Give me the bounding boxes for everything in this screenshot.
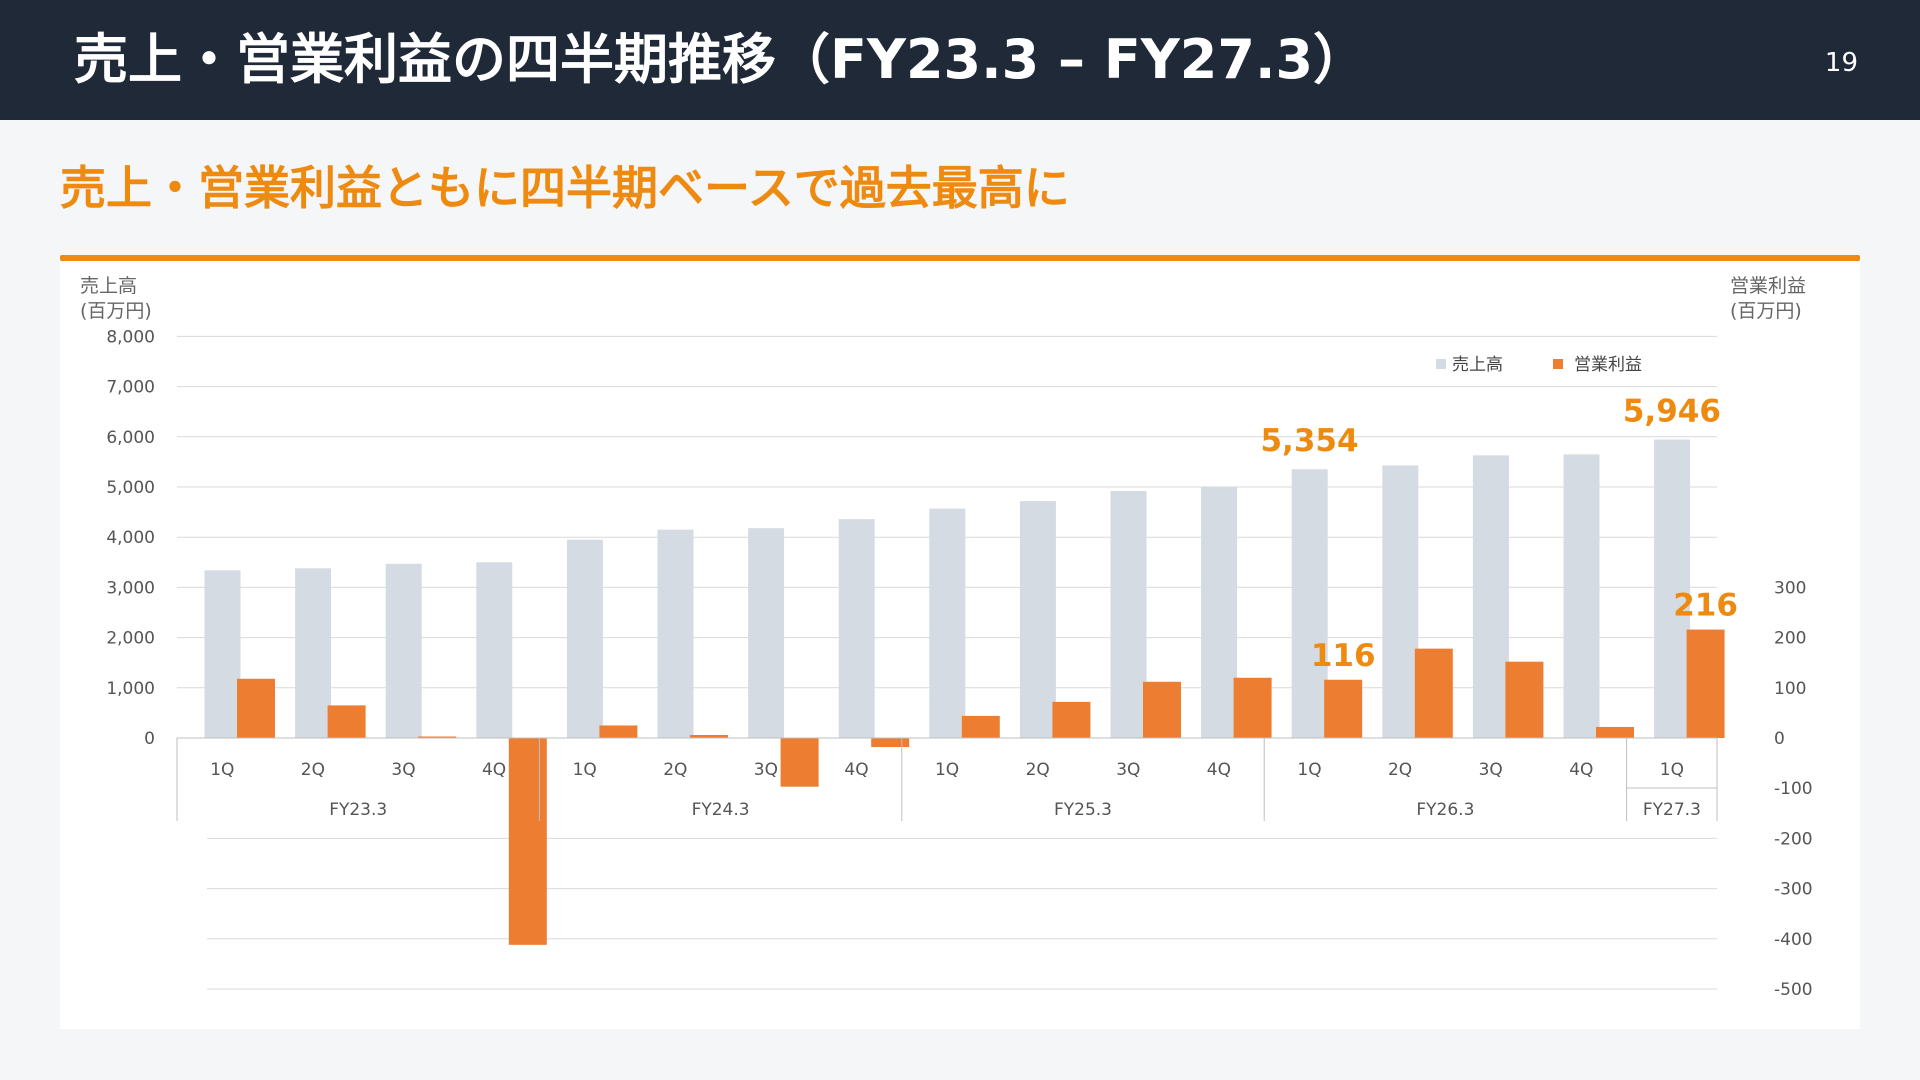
profit-bar bbox=[1414, 648, 1453, 738]
profit-bar bbox=[508, 738, 547, 945]
left-tick-label: 1,000 bbox=[106, 679, 155, 699]
left-axis-unit: (百万円) bbox=[80, 300, 152, 322]
fiscal-year-label: FY26.3 bbox=[1416, 800, 1474, 820]
left-tick-label: 0 bbox=[144, 729, 155, 749]
sales-bar bbox=[748, 528, 785, 738]
sales-bar bbox=[929, 508, 966, 738]
left-tick-label: 8,000 bbox=[106, 327, 155, 347]
right-tick-label: 300 bbox=[1774, 578, 1806, 598]
quarter-label: 4Q bbox=[1207, 760, 1231, 780]
left-tick-label: 7,000 bbox=[106, 378, 155, 398]
right-tick-label: 200 bbox=[1774, 629, 1806, 649]
data-callout: 116 bbox=[1311, 638, 1376, 674]
quarter-label: 1Q bbox=[210, 760, 234, 780]
quarter-label: 4Q bbox=[1569, 760, 1593, 780]
left-axis-title: 売上高 bbox=[80, 275, 137, 297]
header-bar: 売上・営業利益の四半期推移（FY23.3 – FY27.3） 19 bbox=[0, 0, 1920, 120]
profit-bar bbox=[1505, 661, 1544, 738]
legend-label-profit: 営業利益 bbox=[1574, 355, 1642, 375]
quarter-label: 4Q bbox=[844, 760, 868, 780]
quarter-label: 1Q bbox=[1660, 760, 1684, 780]
quarter-label: 1Q bbox=[935, 760, 959, 780]
left-tick-label: 6,000 bbox=[106, 428, 155, 448]
sales-bar bbox=[1563, 454, 1600, 738]
right-tick-label: -500 bbox=[1774, 980, 1813, 1000]
quarter-label: 1Q bbox=[573, 760, 597, 780]
sales-bar bbox=[476, 562, 513, 738]
quarter-label: 3Q bbox=[391, 760, 415, 780]
left-tick-label: 2,000 bbox=[106, 629, 155, 649]
sales-bar bbox=[1654, 439, 1691, 738]
quarter-label: 4Q bbox=[482, 760, 506, 780]
sales-bar bbox=[204, 570, 241, 738]
profit-bar bbox=[1052, 701, 1091, 738]
left-tick-label: 5,000 bbox=[106, 478, 155, 498]
quarter-label: 3Q bbox=[1479, 760, 1503, 780]
profit-bar bbox=[237, 678, 275, 738]
right-tick-label: 0 bbox=[1774, 729, 1785, 749]
left-tick-label: 3,000 bbox=[106, 578, 155, 598]
profit-bar bbox=[780, 738, 819, 787]
quarter-label: 2Q bbox=[301, 760, 325, 780]
legend-swatch-sales bbox=[1436, 359, 1446, 369]
profit-bar bbox=[599, 725, 638, 738]
legend-swatch-profit bbox=[1553, 359, 1563, 369]
quarter-label: 3Q bbox=[754, 760, 778, 780]
legend-label-sales: 売上高 bbox=[1452, 355, 1503, 375]
right-tick-label: -400 bbox=[1774, 930, 1813, 950]
right-tick-label: -300 bbox=[1774, 880, 1813, 900]
sales-bar bbox=[385, 563, 422, 738]
accent-divider bbox=[60, 255, 1860, 261]
fiscal-year-label: FY27.3 bbox=[1643, 800, 1701, 820]
profit-bar bbox=[961, 715, 1000, 738]
sales-bar bbox=[295, 568, 332, 738]
sales-bar bbox=[1291, 469, 1328, 738]
fiscal-year-label: FY23.3 bbox=[329, 800, 387, 820]
right-tick-label: -100 bbox=[1774, 779, 1813, 799]
quarter-label: 2Q bbox=[1388, 760, 1412, 780]
sales-bar bbox=[657, 529, 694, 738]
data-callout: 216 bbox=[1673, 588, 1738, 624]
quarter-label: 2Q bbox=[663, 760, 687, 780]
profit-bar bbox=[1143, 681, 1181, 738]
right-axis-unit: (百万円) bbox=[1730, 300, 1802, 322]
sales-bar bbox=[1382, 465, 1419, 738]
chart-panel: 8,000 7,000 6,000 5,000 4,000 3,000 2,000 1,000… bbox=[60, 261, 1860, 1029]
data-callout: 5,946 bbox=[1623, 394, 1721, 430]
data-callout: 5,354 bbox=[1260, 423, 1358, 459]
profit-bar bbox=[418, 736, 457, 738]
fiscal-year-label: FY24.3 bbox=[692, 800, 750, 820]
quarterly-sales-profit-chart: 8,000 7,000 6,000 5,000 4,000 3,000 2,000 1,000… bbox=[80, 275, 1813, 1000]
sales-bar bbox=[1110, 491, 1147, 738]
right-tick-label: 100 bbox=[1774, 679, 1806, 699]
profit-bar bbox=[690, 734, 728, 738]
slide-title: 売上・営業利益の四半期推移（FY23.3 – FY27.3） bbox=[74, 28, 1368, 91]
sales-bar bbox=[1019, 501, 1056, 738]
profit-bar bbox=[1686, 629, 1725, 738]
sales-bar bbox=[1472, 455, 1509, 738]
right-axis-title: 営業利益 bbox=[1730, 275, 1806, 297]
slide-subtitle: 売上・営業利益ともに四半期ベースで過去最高に bbox=[60, 161, 1070, 215]
profit-bar bbox=[1324, 679, 1363, 738]
sales-bar bbox=[566, 539, 603, 738]
quarter-label: 3Q bbox=[1116, 760, 1140, 780]
page-number: 19 bbox=[1824, 48, 1858, 78]
quarter-label: 1Q bbox=[1297, 760, 1321, 780]
profit-bar bbox=[1233, 677, 1272, 738]
fiscal-year-label: FY25.3 bbox=[1054, 800, 1112, 820]
quarter-label: 2Q bbox=[1026, 760, 1050, 780]
left-tick-label: 4,000 bbox=[106, 528, 155, 548]
right-tick-label: -200 bbox=[1774, 829, 1813, 849]
sales-bar bbox=[838, 519, 875, 738]
profit-bar bbox=[327, 705, 366, 738]
profit-bar bbox=[871, 738, 910, 748]
profit-bar bbox=[1596, 726, 1634, 738]
sales-bar bbox=[1201, 486, 1238, 738]
